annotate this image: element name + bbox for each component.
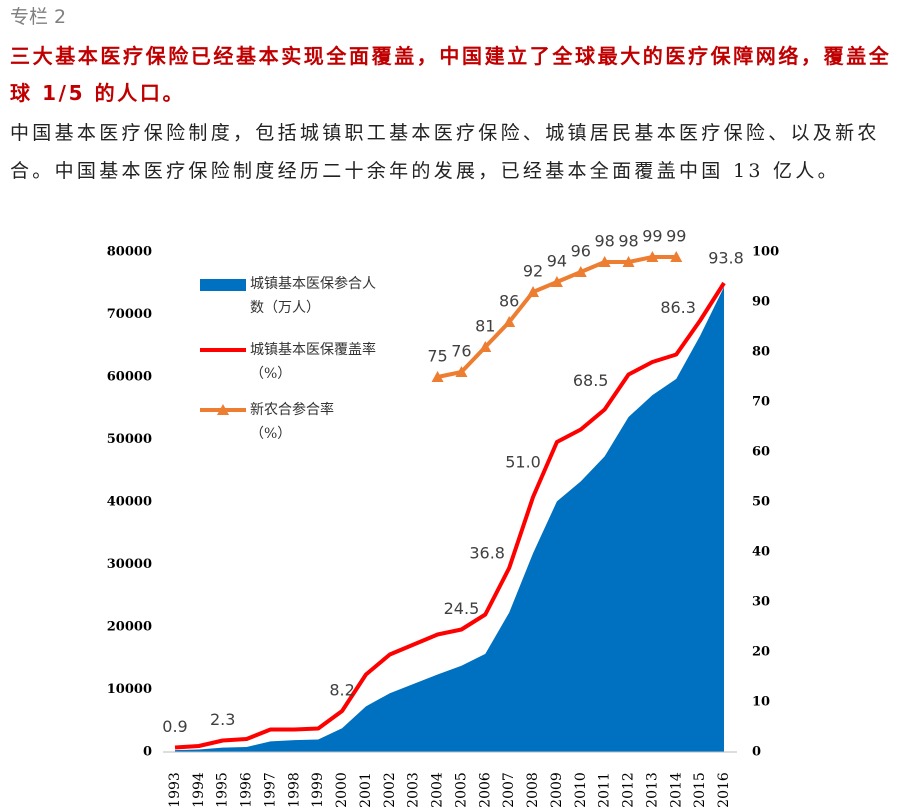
x-tick-label: 2006 (477, 772, 493, 808)
x-tick-label: 2010 (573, 772, 589, 808)
data-label: 24.5 (444, 599, 480, 618)
marker (622, 256, 635, 267)
marker (550, 276, 563, 287)
marker (479, 341, 492, 352)
marker (574, 266, 587, 277)
data-label: 94 (547, 252, 567, 271)
legend-label: 城镇基本医保覆盖率（%） (250, 342, 376, 382)
data-label: 93.8 (708, 249, 744, 268)
y2-tick-label: 60 (752, 445, 770, 460)
y2-tick-label: 80 (752, 345, 770, 360)
data-label: 8.2 (329, 681, 354, 700)
y-tick-label: 70000 (107, 307, 152, 322)
x-tick-label: 1998 (286, 772, 302, 808)
x-tick-label: 1993 (167, 772, 183, 808)
x-tick-label: 2000 (334, 772, 350, 808)
x-tick-label: 2007 (501, 772, 517, 808)
x-tick-label: 2001 (358, 772, 374, 808)
data-label: 36.8 (469, 544, 505, 563)
x-tick-label: 2015 (692, 772, 708, 808)
x-tick-label: 2003 (406, 772, 422, 808)
data-label: 75 (427, 347, 447, 366)
data-label: 92 (523, 262, 543, 281)
x-tick-label: 2009 (549, 772, 565, 808)
body-text: 中国基本医疗保险制度，包括城镇职工基本医疗保险、城镇居民基本医疗保险、以及新农合… (10, 122, 880, 182)
x-tick-label: 2016 (716, 772, 732, 808)
x-tick-label: 2014 (668, 772, 684, 808)
column-label: 专栏 2 (10, 6, 67, 28)
data-label: 99 (666, 227, 686, 246)
marker (455, 366, 468, 377)
x-tick-label: 2008 (525, 772, 541, 808)
x-tick-label: 1997 (262, 772, 278, 808)
y2-tick-label: 20 (752, 645, 770, 660)
y2-tick-label: 90 (752, 295, 770, 310)
y2-tick-label: 30 (752, 595, 770, 610)
x-tick-label: 2011 (597, 772, 613, 808)
x-tick-label: 2002 (382, 772, 398, 808)
marker (431, 371, 444, 382)
legend-label: 城镇基本医保参合人数（万人） (250, 276, 376, 316)
y-tick-label: 40000 (107, 495, 152, 510)
marker (598, 256, 611, 267)
y-tick-label: 80000 (107, 245, 152, 260)
data-label: 98 (594, 232, 614, 251)
area (175, 287, 725, 752)
data-label: 96 (571, 242, 591, 261)
line (174, 281, 726, 750)
data-label: 68.5 (573, 371, 609, 390)
data-label: 0.9 (162, 717, 187, 736)
marker (503, 316, 516, 327)
data-label: 76 (451, 342, 471, 361)
data-label: 2.3 (210, 710, 235, 729)
y2-tick-label: 10 (752, 695, 770, 710)
x-tick-label: 1996 (239, 772, 255, 808)
data-label: 86 (499, 292, 519, 311)
marker (527, 286, 540, 297)
data-label: 98 (618, 232, 638, 251)
line (437, 255, 677, 379)
data-label: 51.0 (505, 453, 541, 472)
x-tick-label: 1995 (215, 772, 231, 808)
x-tick-label: 2013 (644, 772, 660, 808)
x-tick-label: 2004 (430, 772, 446, 808)
data-label: 81 (475, 317, 495, 336)
marker (646, 251, 659, 262)
x-tick-label: 1999 (310, 772, 326, 808)
legend-swatch (217, 404, 229, 415)
data-label: 86.3 (660, 298, 696, 317)
x-tick-label: 2012 (621, 772, 637, 808)
y2-tick-label: 0 (752, 745, 761, 760)
y2-tick-label: 70 (752, 395, 770, 410)
y-tick-label: 0 (143, 745, 152, 760)
y-tick-label: 60000 (107, 370, 152, 385)
y2-tick-label: 50 (752, 495, 770, 510)
x-tick-label: 2005 (453, 772, 469, 808)
legend-label: 新农合参合率（%） (250, 402, 334, 442)
headline: 三大基本医疗保险已经基本实现全面覆盖，中国建立了全球最大的医疗保障网络，覆盖全球… (10, 44, 892, 105)
y-tick-label: 20000 (107, 620, 152, 635)
legend-swatch (200, 279, 246, 291)
y2-tick-label: 40 (752, 545, 770, 560)
y-tick-label: 50000 (107, 432, 152, 447)
data-label: 99 (642, 227, 662, 246)
y-tick-label: 30000 (107, 557, 152, 572)
x-tick-label: 1994 (191, 772, 207, 808)
marker (670, 251, 683, 262)
y-tick-label: 10000 (107, 682, 152, 697)
y2-tick-label: 100 (752, 245, 779, 260)
